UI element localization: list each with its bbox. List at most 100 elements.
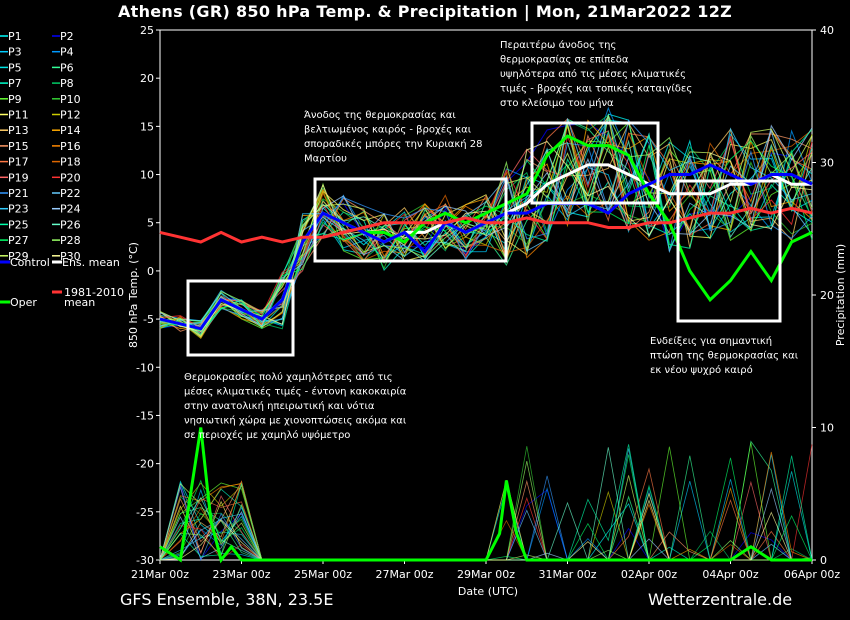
y-tick-label: -10: [136, 361, 154, 374]
series-line-ens-mean: [159, 163, 812, 331]
legend-label-1981-2010-mean: 1981-2010: [64, 286, 124, 299]
y2-axis-label: Precipitation (mm): [834, 244, 847, 346]
x-tick-label: 02Apr 00z: [621, 568, 678, 581]
legend-label-p24: P24: [60, 203, 81, 216]
annotation-text-2: σποραδικές μπόρες την Κυριακή 28: [304, 138, 483, 150]
y-tick-label: 15: [140, 120, 154, 133]
y-tick-label: -5: [143, 313, 154, 326]
y2-tick-label: 0: [820, 554, 827, 567]
y2-tick-label: 40: [820, 24, 834, 37]
legend-label-p25: P25: [8, 218, 29, 231]
legend-label-p8: P8: [60, 77, 74, 90]
member-line-p29: [159, 128, 813, 338]
member-line-p21: [159, 119, 813, 336]
legend-label-p1: P1: [8, 30, 22, 43]
legend-label-p29: P29: [8, 250, 29, 263]
legend-label-p30: P30: [60, 250, 81, 263]
legend-label-p9: P9: [8, 93, 22, 106]
y-tick-label: -15: [136, 409, 154, 422]
legend-label-p6: P6: [60, 61, 74, 74]
legend-label-oper: Oper: [10, 296, 37, 309]
legend-label-p11: P11: [8, 109, 29, 122]
x-tick-label: 27Mar 00z: [375, 568, 433, 581]
annotation-text-1: σε περιοχές με χαμηλό υψόμετρο: [184, 429, 350, 441]
member-line-p23: [159, 127, 813, 327]
legend-label-p14: P14: [60, 124, 81, 137]
annotation-text-1: μέσες κλιματικές τιμές - έντονη κακοκαιρ…: [184, 386, 407, 398]
legend-label-p20: P20: [60, 171, 81, 184]
annotation-text-4: Ενδείξεις για σημαντική: [650, 335, 772, 347]
legend-label-p13: P13: [8, 124, 29, 137]
annotation-text-2: βελτιωμένος καιρός - βροχές και: [304, 124, 472, 136]
x-tick-label: 21Mar 00z: [131, 568, 189, 581]
y-tick-label: 10: [140, 169, 154, 182]
x-tick-label: 04Apr 00z: [702, 568, 759, 581]
legend-label-1981-2010-mean-cont: mean: [64, 296, 95, 309]
x-tick-label: 06Apr 00z: [784, 568, 841, 581]
legend-label-p16: P16: [60, 140, 81, 153]
member-line-p28: [159, 114, 813, 336]
member-line-p5: [159, 119, 813, 331]
annotation-text-1: Θερμοκρασίες πολύ χαμηλότερες από τις: [184, 371, 393, 383]
legend-label-p4: P4: [60, 46, 74, 59]
legend-label-p19: P19: [8, 171, 29, 184]
annotation-text-4: πτώση της θερμοκρασίας και: [650, 350, 799, 362]
annotation-box-2: [313, 177, 508, 263]
annotation-box-3: [530, 121, 660, 205]
legend-label-p3: P3: [8, 46, 22, 59]
annotation-text-3: στο κλείσιμο του μήνα: [500, 97, 614, 109]
legend-label-p21: P21: [8, 187, 29, 200]
legend-label-p22: P22: [60, 187, 81, 200]
legend-label-control: Control: [10, 256, 50, 269]
legend-label-p7: P7: [8, 77, 22, 90]
legend-label-p15: P15: [8, 140, 29, 153]
y-axis-label: 850 hPa Temp. (°C): [127, 242, 140, 348]
annotation-box-4: [676, 179, 782, 323]
member-line-p30: [159, 140, 813, 333]
y-tick-label: -25: [136, 506, 154, 519]
y-tick-label: 5: [147, 217, 154, 230]
x-axis-label: Date (UTC): [458, 585, 518, 598]
series-line-1981-2010-mean: [159, 206, 813, 244]
legend-label-p18: P18: [60, 156, 81, 169]
y2-tick-label: 10: [820, 422, 834, 435]
legend-label-p12: P12: [60, 109, 81, 122]
annotation-text-2: Μαρτίου: [304, 153, 347, 165]
legend-label-p28: P28: [60, 234, 81, 247]
y-tick-label: -30: [136, 554, 154, 567]
series-line-control: [159, 163, 813, 331]
legend-label-p23: P23: [8, 203, 29, 216]
annotation-text-3: Περαιτέρω άνοδος της: [500, 39, 616, 51]
member-line-p17: [159, 118, 813, 337]
annotation-box-1: [186, 279, 295, 357]
y-tick-label: 0: [147, 265, 154, 278]
chart-title: Athens (GR) 850 hPa Temp. & Precipitatio…: [117, 2, 733, 21]
x-tick-label: 23Mar 00z: [212, 568, 270, 581]
annotation-text-1: στην ανατολική ηπειρωτική και νότια: [184, 400, 375, 412]
x-tick-label: 25Mar 00z: [294, 568, 352, 581]
y-tick-label: 20: [140, 72, 154, 85]
legend-label-p5: P5: [8, 61, 22, 74]
y2-tick-label: 20: [820, 289, 834, 302]
legend-label-p10: P10: [60, 93, 81, 106]
y-tick-label: 25: [140, 24, 154, 37]
footer-site-name: Wetterzentrale.de: [648, 590, 793, 609]
annotation-text-4: εκ νέου ψυχρό καιρό: [650, 364, 753, 376]
legend-label-ens-mean: Ens. mean: [62, 256, 120, 269]
y2-tick-label: 30: [820, 157, 834, 170]
annotation-text-3: τιμές - βροχές και τοπικές καταιγίδες: [500, 83, 692, 95]
legend-label-p26: P26: [60, 218, 81, 231]
annotation-text-1: νησιωτική χώρα με χιονοπτώσεις ακόμα και: [184, 415, 407, 427]
annotation-text-3: υψηλότερα από τις μέσες κλιματικές: [500, 68, 686, 80]
footer-model-info: GFS Ensemble, 38N, 23.5E: [120, 590, 334, 609]
legend-label-p27: P27: [8, 234, 29, 247]
precip-line-oper: [159, 427, 812, 564]
annotation-text-3: θερμοκρασίας σε επίπεδα: [500, 54, 629, 66]
member-line-p7: [159, 121, 813, 338]
x-tick-label: 29Mar 00z: [457, 568, 515, 581]
member-line-p10: [159, 161, 813, 324]
y-tick-label: -20: [136, 458, 154, 471]
legend-label-p17: P17: [8, 156, 29, 169]
legend-label-p2: P2: [60, 30, 74, 43]
